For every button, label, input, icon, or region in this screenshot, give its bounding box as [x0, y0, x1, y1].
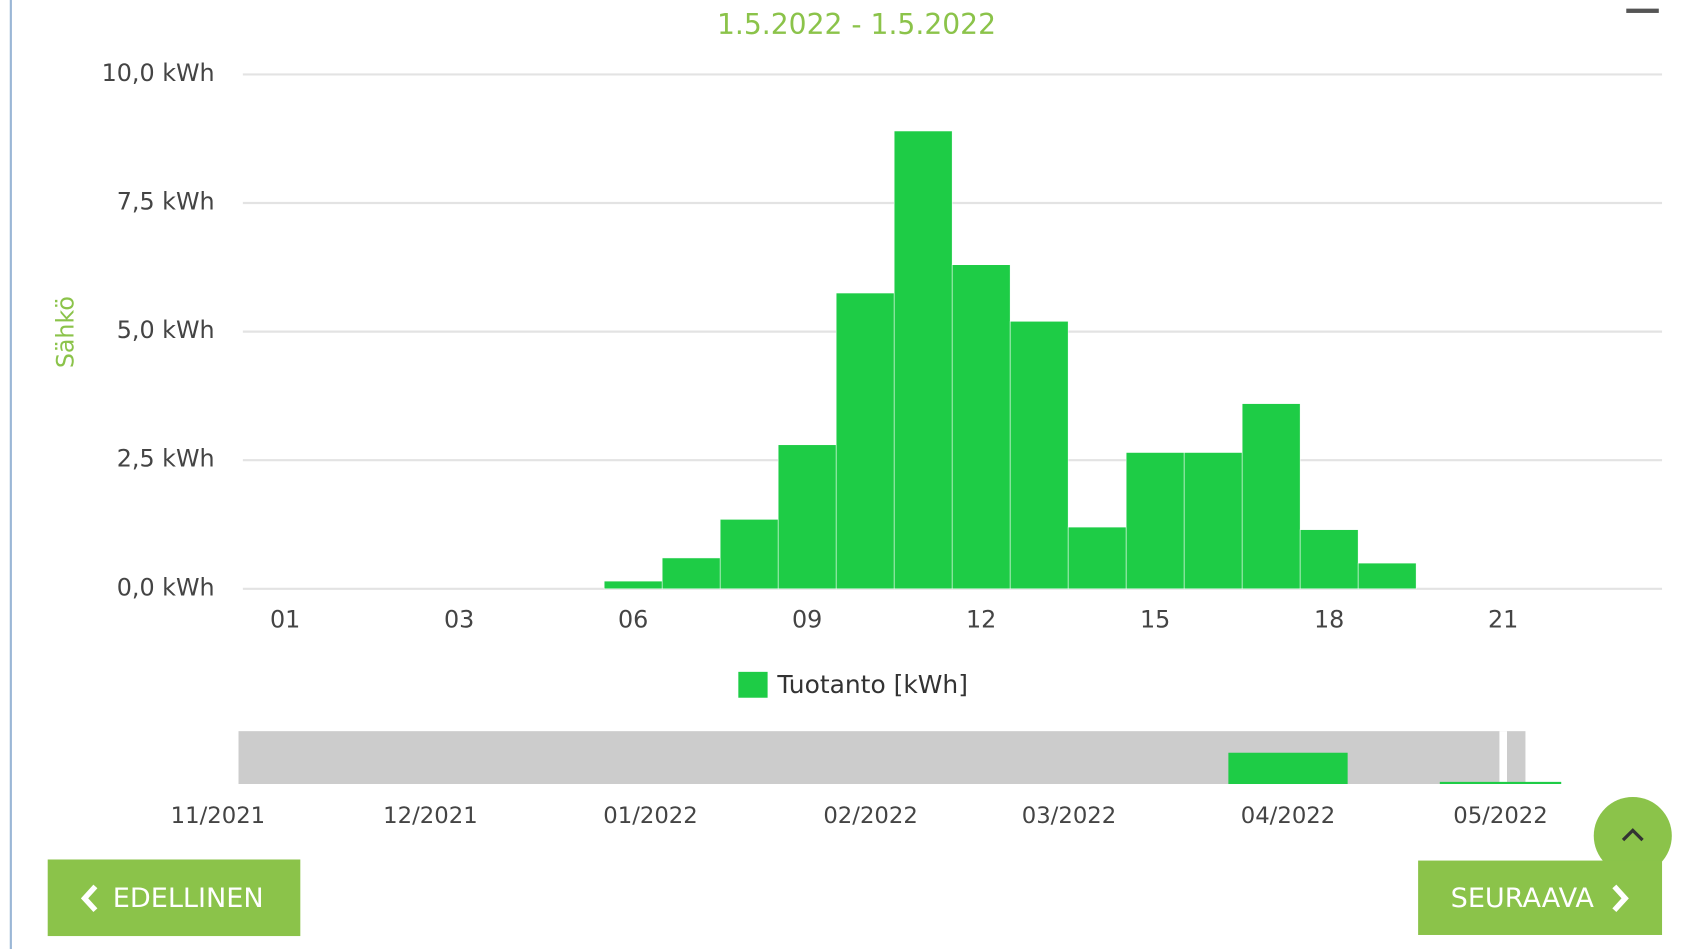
- previous-label: EDELLINEN: [113, 883, 264, 914]
- scroll-top-icon: [1621, 828, 1644, 842]
- minimize-icon[interactable]: [1626, 8, 1659, 13]
- navigator-handle[interactable]: [1499, 731, 1508, 785]
- y-axis-label: Sähkö: [52, 296, 80, 368]
- y-tick-label: 5,0 kWh: [117, 316, 215, 344]
- chart-title: 1.5.2022 - 1.5.2022: [717, 8, 996, 41]
- previous-icon: [80, 884, 98, 912]
- bar: [1241, 403, 1301, 590]
- y-tick-label: 2,5 kWh: [117, 445, 215, 473]
- bar: [777, 444, 837, 590]
- legend-label: Tuotanto [kWh]: [776, 670, 968, 699]
- next-label: SEURAAVA: [1451, 883, 1595, 914]
- legend-swatch: [738, 671, 768, 698]
- navigator-label: 01/2022: [603, 803, 698, 829]
- x-tick-label: 12: [966, 606, 996, 634]
- navigator-label: 12/2021: [383, 803, 478, 829]
- x-tick-label: 21: [1488, 606, 1518, 634]
- y-tick-label: 0,0 kWh: [117, 573, 215, 601]
- navigator-label: 11/2021: [171, 803, 266, 829]
- bar: [1125, 452, 1185, 590]
- x-tick-label: 09: [792, 606, 822, 634]
- bar: [1299, 529, 1359, 590]
- y-tick-label: 7,5 kWh: [117, 188, 215, 216]
- navigator-label: 05/2022: [1453, 803, 1548, 829]
- bar: [951, 264, 1011, 590]
- y-tick-label: 10,0 kWh: [102, 59, 215, 87]
- navigator-label: 04/2022: [1241, 803, 1336, 829]
- bar: [603, 580, 663, 590]
- navigator[interactable]: [238, 731, 1562, 785]
- navigator-label: 03/2022: [1022, 803, 1117, 829]
- x-tick-label: 01: [270, 606, 300, 634]
- bar: [893, 130, 953, 590]
- navigator-series: [1228, 752, 1348, 785]
- navigator-label: 02/2022: [823, 803, 918, 829]
- scroll-top-button[interactable]: [1593, 796, 1672, 875]
- bar: [1357, 562, 1417, 590]
- next-icon: [1612, 884, 1629, 912]
- x-tick-label: 06: [618, 606, 648, 634]
- x-tick-label: 03: [444, 606, 474, 634]
- bar: [1009, 321, 1069, 590]
- bar: [719, 519, 779, 590]
- x-tick-label: 18: [1314, 606, 1344, 634]
- bar: [1183, 452, 1243, 590]
- previous-button[interactable]: [47, 859, 301, 937]
- bar: [1067, 526, 1127, 590]
- bar: [661, 557, 721, 590]
- x-tick-label: 15: [1140, 606, 1170, 634]
- bar: [835, 292, 895, 590]
